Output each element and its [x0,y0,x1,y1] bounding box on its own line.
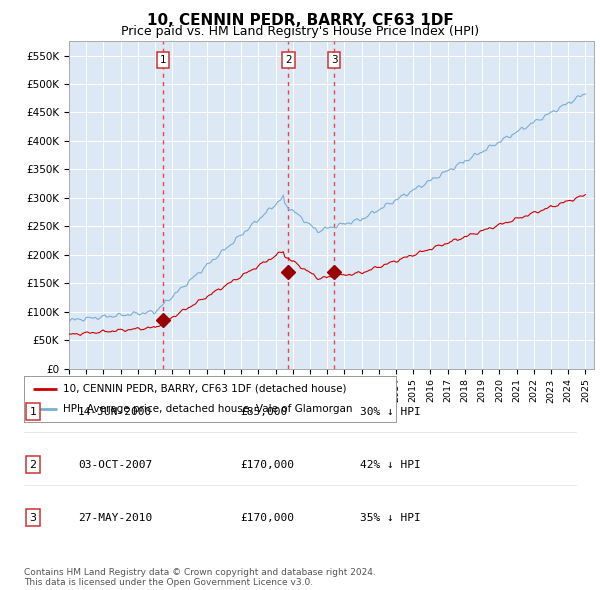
Text: 42% ↓ HPI: 42% ↓ HPI [360,460,421,470]
Text: 10, CENNIN PEDR, BARRY, CF63 1DF: 10, CENNIN PEDR, BARRY, CF63 1DF [146,13,454,28]
Text: 14-JUN-2000: 14-JUN-2000 [78,407,152,417]
Text: 10, CENNIN PEDR, BARRY, CF63 1DF (detached house): 10, CENNIN PEDR, BARRY, CF63 1DF (detach… [63,384,347,394]
Text: Contains HM Land Registry data © Crown copyright and database right 2024.: Contains HM Land Registry data © Crown c… [24,568,376,576]
Text: 03-OCT-2007: 03-OCT-2007 [78,460,152,470]
Text: 2: 2 [29,460,37,470]
Text: This data is licensed under the Open Government Licence v3.0.: This data is licensed under the Open Gov… [24,578,313,587]
Text: 2: 2 [285,55,292,65]
Text: 1: 1 [29,407,37,417]
Text: 1: 1 [160,55,166,65]
Text: 3: 3 [29,513,37,523]
Text: Price paid vs. HM Land Registry's House Price Index (HPI): Price paid vs. HM Land Registry's House … [121,25,479,38]
Text: £170,000: £170,000 [240,460,294,470]
Text: HPI: Average price, detached house, Vale of Glamorgan: HPI: Average price, detached house, Vale… [63,404,353,414]
Text: 3: 3 [331,55,337,65]
Text: £170,000: £170,000 [240,513,294,523]
Text: 35% ↓ HPI: 35% ↓ HPI [360,513,421,523]
Text: 30% ↓ HPI: 30% ↓ HPI [360,407,421,417]
Text: £85,000: £85,000 [240,407,287,417]
Text: 27-MAY-2010: 27-MAY-2010 [78,513,152,523]
